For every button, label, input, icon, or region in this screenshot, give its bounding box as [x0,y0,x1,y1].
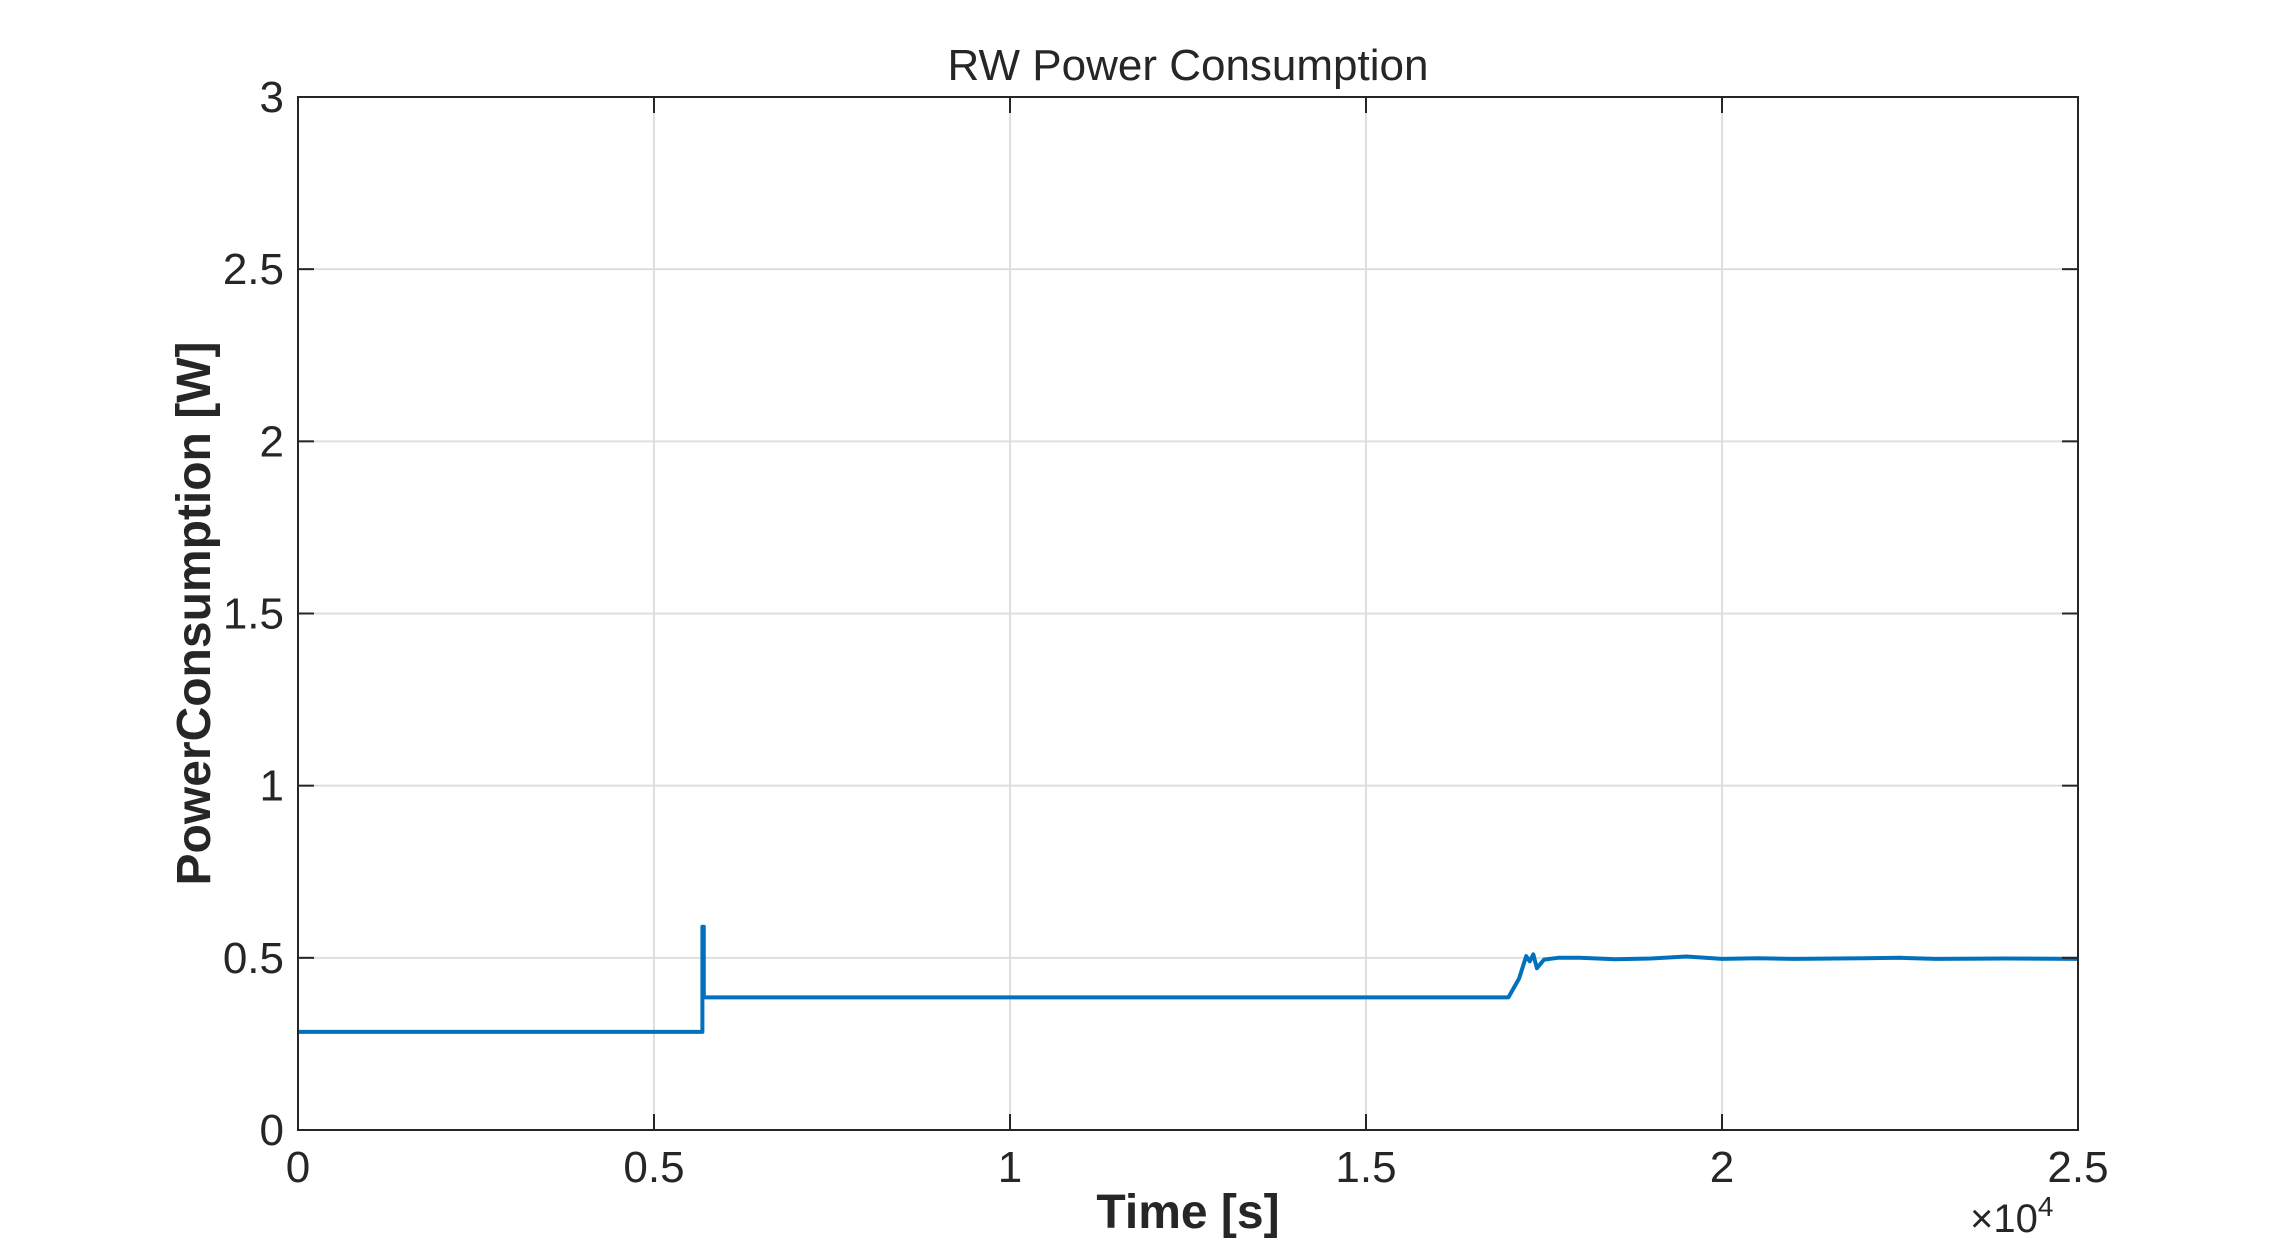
tick-marks [297,96,2079,1131]
x-axis-multiplier-base: ×10 [1970,1197,2038,1241]
y-tick-label: 0.5 [223,934,284,983]
chart-title: RW Power Consumption [948,41,1429,90]
y-axis-label: PowerConsumption [W] [168,342,221,886]
x-tick-label: 2.5 [2047,1143,2108,1192]
series-layer [298,924,2079,1034]
y-tick-labels: 0 0.5 1 1.5 2 2.5 3 [223,73,284,1155]
x-tick-label: 1 [998,1143,1022,1192]
y-tick-label: 3 [260,73,284,122]
x-tick-label: 1.5 [1335,1143,1396,1192]
x-axis-multiplier-exponent: 4 [2038,1191,2054,1222]
y-tick-label: 0 [260,1106,284,1155]
x-tick-label: 0.5 [623,1143,684,1192]
y-tick-label: 1.5 [223,590,284,639]
x-axis-multiplier: ×104 [1970,1191,2053,1241]
x-tick-label: 2 [1710,1143,1734,1192]
y-tick-label: 1 [260,762,284,811]
y-tick-label: 2.5 [223,245,284,294]
x-tick-label: 0 [286,1143,310,1192]
grid-lines [298,97,2078,1130]
x-tick-labels: 0 0.5 1 1.5 2 2.5 [286,1143,2109,1192]
x-axis-label: Time [s] [1096,1186,1279,1239]
series-line [298,924,2079,1034]
y-tick-label: 2 [260,417,284,466]
